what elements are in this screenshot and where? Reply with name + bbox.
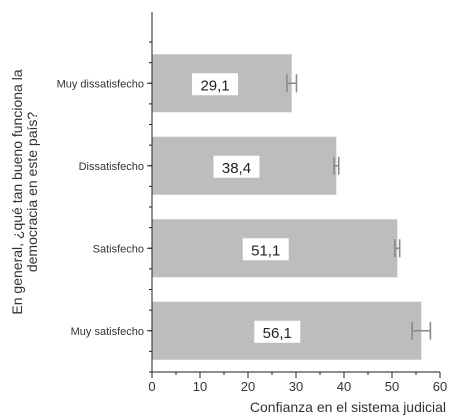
x-axis-title: Confianza en el sistema judicial [250, 399, 446, 415]
category-label-muy-satisfecho: Muy satisfecho [71, 326, 144, 338]
x-tick-label-60: 60 [433, 379, 447, 394]
x-tick-label-40: 40 [337, 379, 351, 394]
data-label-box-satisfecho [242, 238, 289, 261]
category-label-dissatisfecho: Dissatisfecho [79, 161, 144, 173]
y-axis-title-line-1: En general, ¿qué tan bueno funciona la [9, 69, 25, 314]
bars-group: 29,1 38,4 51,1 56,1 [152, 54, 432, 360]
x-tick-label-0: 0 [148, 379, 155, 394]
category-label-muy-dissatisfecho: Muy dissatisfecho [57, 78, 144, 90]
y-axis-title: En general, ¿qué tan bueno funciona la d… [9, 69, 40, 314]
data-label-box-muy-dissatisfecho [192, 73, 239, 96]
y-axis-title-line-2: democracia en este país? [24, 112, 40, 273]
data-label-box-dissatisfecho [213, 155, 260, 178]
category-label-satisfecho: Satisfecho [93, 243, 144, 255]
x-tick-label-20: 20 [241, 379, 255, 394]
x-tick-label-30: 30 [289, 379, 303, 394]
data-label-satisfecho: 51,1 [251, 242, 280, 259]
y-ticks-group: Muy dissatisfecho Dissatisfecho Satisfecho… [57, 41, 152, 373]
data-label-box-muy-satisfecho [254, 320, 301, 343]
x-ticks-group: 0 10 20 30 40 50 60 [148, 372, 447, 394]
data-label-muy-satisfecho: 56,1 [263, 325, 292, 342]
x-tick-label-50: 50 [385, 379, 399, 394]
data-label-muy-dissatisfecho: 29,1 [200, 77, 229, 94]
x-tick-label-10: 10 [193, 379, 207, 394]
data-label-dissatisfecho: 38,4 [222, 160, 251, 177]
